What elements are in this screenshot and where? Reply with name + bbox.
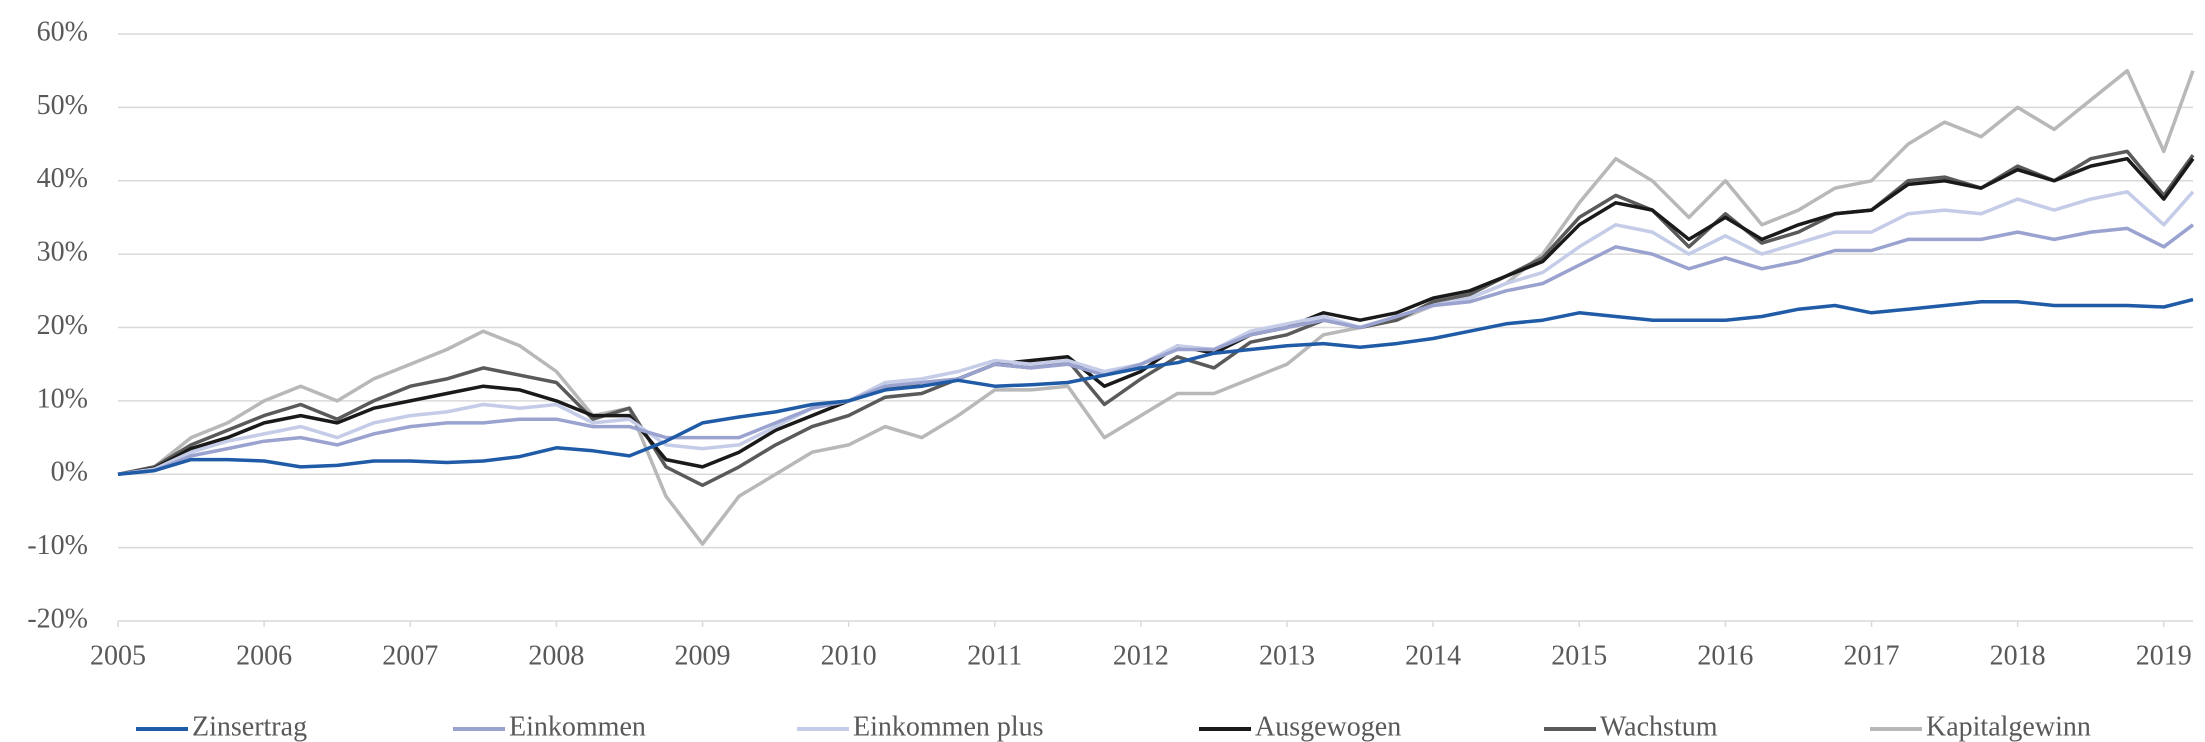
y-tick-label: 40% [37, 163, 88, 194]
legend-label: Einkommen plus [853, 711, 1044, 742]
x-tick-label: 2015 [1551, 640, 1607, 671]
legend-label: Wachstum [1600, 711, 1718, 742]
x-tick-label: 2013 [1259, 640, 1315, 671]
y-tick-label: 50% [37, 90, 88, 121]
series-line [117, 223, 2195, 477]
x-tick-label: 2010 [821, 640, 877, 671]
y-tick-label: 30% [37, 237, 88, 268]
y-tick-label: -20% [27, 603, 88, 634]
y-tick-label: 20% [37, 310, 88, 341]
series-line [117, 68, 2195, 546]
x-tick-label: 2019 [2136, 640, 2192, 671]
y-tick-label: 10% [37, 383, 88, 414]
legend-label: Einkommen [509, 711, 646, 742]
series-line [117, 190, 2195, 477]
x-tick-label: 2017 [1844, 640, 1900, 671]
x-tick-label: 2005 [90, 640, 146, 671]
series-line [117, 297, 2194, 477]
x-tick-label: 2016 [1697, 640, 1753, 671]
x-tick-label: 2011 [967, 640, 1022, 671]
legend-label: Zinsertrag [192, 711, 307, 742]
legend-label: Kapitalgewinn [1926, 711, 2091, 742]
x-tick-label: 2018 [1990, 640, 2046, 671]
y-tick-label: 0% [51, 457, 88, 488]
legend-label: Ausgewogen [1255, 711, 1401, 742]
y-tick-label: -10% [27, 530, 88, 561]
x-tick-label: 2009 [675, 640, 731, 671]
x-tick-label: 2012 [1113, 640, 1169, 671]
x-tick-label: 2007 [382, 640, 438, 671]
series-line [117, 156, 2195, 477]
x-tick-label: 2008 [528, 640, 584, 671]
x-tick-label: 2006 [236, 640, 292, 671]
x-tick-label: 2014 [1405, 640, 1461, 671]
y-tick-label: 60% [37, 16, 88, 47]
